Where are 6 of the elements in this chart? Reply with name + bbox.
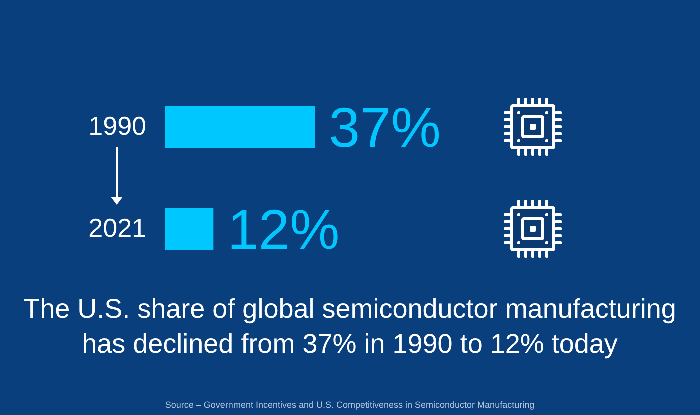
source-note: Source – Government Incentives and U.S. Competitiveness in Semiconductor Manufacturing bbox=[165, 400, 535, 410]
data-label: 37% bbox=[329, 96, 442, 159]
data-label: 12% bbox=[228, 198, 340, 261]
y-tick-label: 1990 bbox=[88, 111, 146, 141]
text: The U.S. share of global semiconductor manufacturing has declined from 37% in 1990 to 12% today bbox=[24, 294, 676, 359]
y-tick-label: 2021 bbox=[88, 213, 146, 243]
